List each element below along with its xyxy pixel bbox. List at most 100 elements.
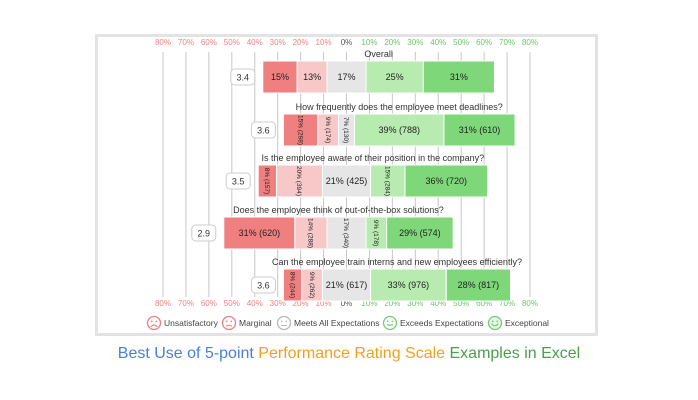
x-tick-label-top: 50% (453, 38, 469, 47)
very-sad-face-icon (146, 315, 162, 331)
question-title: How frequently does the employee meet de… (296, 102, 503, 112)
score-label: 3.6 (257, 281, 270, 291)
smile-face-icon (382, 315, 398, 331)
neutral-face-icon (276, 315, 292, 331)
data-label: 14% (288) (307, 218, 314, 248)
x-tick-label-bottom: 30% (270, 299, 286, 308)
x-tick-label-bottom: 70% (499, 299, 515, 308)
x-tick-label-top: 70% (178, 38, 194, 47)
data-label: 15% (298) (296, 115, 303, 145)
caption-part-2: Performance Rating Scale (258, 345, 450, 362)
data-label: 28% (817) (458, 280, 500, 290)
data-label: 36% (720) (426, 176, 468, 186)
x-tick-label-top: 20% (384, 38, 400, 47)
x-tick-label-bottom: 60% (476, 299, 492, 308)
bar-segment (386, 216, 454, 250)
x-tick-label-bottom: 10% (361, 299, 377, 308)
data-label: 13% (303, 72, 321, 82)
bar-segment (422, 60, 495, 94)
x-tick-label-bottom: 50% (224, 299, 240, 308)
data-label: 15% (284) (384, 166, 391, 196)
data-label: 9% (262) (308, 272, 315, 298)
x-tick-label-bottom: 80% (155, 299, 171, 308)
bar-segment (296, 60, 328, 94)
x-tick-label-bottom: 50% (453, 299, 469, 308)
score-label: 2.9 (198, 229, 211, 239)
x-tick-label-top: 30% (407, 38, 423, 47)
data-label: 7% (130) (342, 117, 349, 143)
x-tick-label-top: 60% (201, 38, 217, 47)
question-title: Overall (364, 49, 393, 59)
score-box (225, 172, 251, 190)
diverging-bar-chart: 80% 70% 60% 50% 40% 30% 20% 10% 0% 10% 20% 30% 40% 50… (146, 38, 549, 331)
score-label: 3.6 (257, 126, 270, 136)
x-tick-label-bottom: 60% (201, 299, 217, 308)
x-tick-label-top: 40% (430, 38, 446, 47)
data-label: 9% (174) (324, 117, 331, 143)
x-tick-label-bottom: 20% (293, 299, 309, 308)
question-title: Does the employee think of out-of-the-bo… (233, 205, 444, 215)
bar-segment (326, 60, 367, 94)
bar-segment (445, 268, 512, 302)
x-tick-label-bottom: 30% (407, 299, 423, 308)
data-label: 8% (157) (263, 168, 270, 194)
x-tick-label-bottom: 20% (384, 299, 400, 308)
caption-part-1: Best Use of 5-point (117, 345, 259, 362)
score-label: 3.4 (237, 73, 250, 83)
legend-label: Exceeds Expectations (400, 318, 484, 328)
x-tick-label-top: 80% (522, 38, 538, 47)
data-label: 31% (450, 72, 468, 82)
bar-segment (326, 216, 367, 250)
x-tick-label-bottom: 10% (316, 299, 332, 308)
x-tick-label-bottom: 80% (522, 299, 538, 308)
data-label: 9% (178) (372, 220, 379, 246)
question-title: Can the employee train interns and new e… (272, 257, 522, 267)
sad-face-icon (221, 315, 237, 331)
x-tick-label-top: 10% (316, 38, 332, 47)
caption: Best Use of 5-point Performance Rating S… (0, 344, 698, 364)
x-tick-label-bottom: 40% (430, 299, 446, 308)
caption-part-3: Examples in Excel (449, 345, 581, 362)
x-tick-label-top: 0% (341, 38, 353, 47)
bar-segment (370, 268, 447, 302)
data-label: 39% (788) (378, 125, 420, 135)
x-tick-label-bottom: 0% (341, 299, 353, 308)
score-box (250, 121, 276, 139)
data-label: 21% (425) (326, 176, 368, 186)
bar-segment (294, 216, 328, 250)
happy-face-icon (487, 315, 503, 331)
score-box (250, 276, 276, 294)
data-label: 25% (386, 72, 404, 82)
x-tick-label-top: 80% (155, 38, 171, 47)
data-label: 17% (340) (342, 218, 349, 248)
legend-label: Marginal (239, 318, 272, 328)
legend-label: Exceptional (505, 318, 549, 328)
legend-label: Unsatisfactory (164, 318, 219, 328)
x-tick-label-top: 10% (361, 38, 377, 47)
x-tick-label-top: 20% (293, 38, 309, 47)
x-tick-label-top: 60% (476, 38, 492, 47)
x-tick-label-top: 50% (224, 38, 240, 47)
question-title: Is the employee aware of their position … (262, 153, 485, 163)
x-tick-label-bottom: 70% (178, 299, 194, 308)
legend-label: Meets All Expectations (294, 318, 380, 328)
bar-segment (321, 164, 372, 198)
data-label: 17% (337, 72, 355, 82)
score-box (191, 224, 217, 242)
bar-segment (365, 60, 424, 94)
bar-segment (354, 113, 445, 147)
data-label: 33% (976) (388, 280, 430, 290)
score-label: 3.5 (232, 177, 245, 187)
score-box (230, 68, 256, 86)
bar-segment (404, 164, 489, 198)
data-label: 31% (620) (239, 228, 281, 238)
data-label: 21% (617) (326, 280, 368, 290)
x-tick-label-top: 30% (270, 38, 286, 47)
bar-segment (443, 113, 516, 147)
x-tick-label-top: 70% (499, 38, 515, 47)
x-tick-label-top: 40% (247, 38, 263, 47)
data-label: 8% (244) (288, 272, 295, 298)
bar-segment (223, 216, 296, 250)
bar-segment (321, 268, 372, 302)
bar-segment (276, 164, 323, 198)
